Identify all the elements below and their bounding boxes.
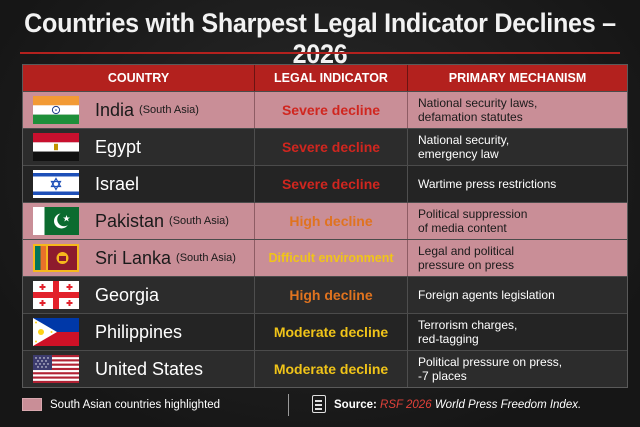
- legal-indicator: Moderate decline: [255, 314, 408, 350]
- legal-indicator: High decline: [255, 277, 408, 313]
- declines-table: COUNTRY LEGAL INDICATOR PRIMARY MECHANIS…: [22, 64, 628, 388]
- country-cell: Georgia: [23, 277, 255, 313]
- legal-indicator: Severe decline: [255, 166, 408, 202]
- primary-mechanism: Political suppression of media content: [418, 207, 528, 235]
- legal-indicator: Difficult environment: [255, 240, 408, 276]
- column-header-legal-indicator: LEGAL INDICATOR: [255, 65, 408, 91]
- united-states-flag: [33, 355, 79, 383]
- primary-mechanism: Political pressure on press, -7 places: [418, 355, 563, 383]
- title-divider: [20, 52, 620, 54]
- legal-indicator: Severe decline: [255, 129, 408, 165]
- primary-mechanism: Wartime press restrictions: [418, 177, 557, 191]
- legend-text: South Asian countries highlighted: [50, 399, 221, 411]
- country-cell: Philippines: [23, 314, 255, 350]
- source-label: Source:: [334, 399, 377, 411]
- india-flag: [33, 96, 79, 124]
- table-row: Philippines Moderate decline Terrorism cha…: [23, 313, 627, 350]
- country-name: Sri Lanka: [95, 247, 172, 268]
- country-name: India: [95, 99, 135, 120]
- document-icon: [312, 395, 326, 413]
- philippines-flag: [33, 318, 79, 346]
- table-row: Egypt Severe decline National security, em…: [23, 128, 627, 165]
- country-region: (South Asia): [176, 252, 236, 264]
- column-header-primary-mechanism: PRIMARY MECHANISM: [448, 71, 587, 85]
- table-row: Sri Lanka (South Asia) Difficult environme…: [23, 239, 627, 276]
- country-name: United States: [95, 358, 204, 379]
- israel-flag: [33, 170, 79, 198]
- primary-mechanism: National security, emergency law: [418, 133, 510, 161]
- page-title: Countries with Sharpest Legal Indicator …: [24, 8, 616, 69]
- country-name: Israel: [95, 173, 140, 194]
- table-row: Israel Severe decline Wartime press restri…: [23, 165, 627, 202]
- table-header: COUNTRY LEGAL INDICATOR PRIMARY MECHANIS…: [23, 65, 627, 91]
- legal-indicator: Severe decline: [255, 92, 408, 128]
- legal-indicator: High decline: [255, 203, 408, 239]
- primary-mechanism: Terrorism charges, red-tagging: [418, 318, 518, 346]
- legend-swatch: [22, 398, 42, 411]
- table-row: United States Moderate decline Political p…: [23, 350, 627, 387]
- table-row: Pakistan (South Asia) High decline Politica…: [23, 202, 627, 239]
- country-cell: Pakistan (South Asia): [23, 203, 255, 239]
- egypt-flag: [33, 133, 79, 161]
- country-region: (South Asia): [169, 215, 229, 227]
- primary-mechanism: Foreign agents legislation: [418, 288, 555, 302]
- table-row: Georgia High decline Foreign agents legisl…: [23, 276, 627, 313]
- country-cell: Israel: [23, 166, 255, 202]
- primary-mechanism: National security laws, defamation statu…: [418, 96, 538, 124]
- footer-divider: [288, 394, 289, 416]
- primary-mechanism: Legal and political pressure on press: [418, 244, 515, 272]
- country-name: Georgia: [95, 284, 160, 305]
- pakistan-flag: [33, 207, 79, 235]
- country-region: (South Asia): [139, 104, 199, 116]
- source-note: Source: RSF 2026 World Press Freedom Ind…: [334, 398, 581, 412]
- source-publisher: RSF 2026: [380, 399, 432, 411]
- georgia-flag: [33, 281, 79, 309]
- table-row: India (South Asia) Severe decline National …: [23, 91, 627, 128]
- country-cell: Sri Lanka (South Asia): [23, 240, 255, 276]
- country-cell: Egypt: [23, 129, 255, 165]
- country-name: Philippines: [95, 321, 183, 342]
- country-cell: United States: [23, 351, 255, 387]
- sri-lanka-flag: [33, 244, 79, 272]
- legal-indicator: Moderate decline: [255, 351, 408, 387]
- table-body: India (South Asia) Severe decline National …: [23, 91, 627, 387]
- country-cell: India (South Asia): [23, 92, 255, 128]
- source-title: World Press Freedom Index.: [434, 399, 582, 411]
- column-header-country: COUNTRY: [23, 65, 255, 91]
- country-name: Egypt: [95, 136, 142, 157]
- country-name: Pakistan: [95, 210, 165, 231]
